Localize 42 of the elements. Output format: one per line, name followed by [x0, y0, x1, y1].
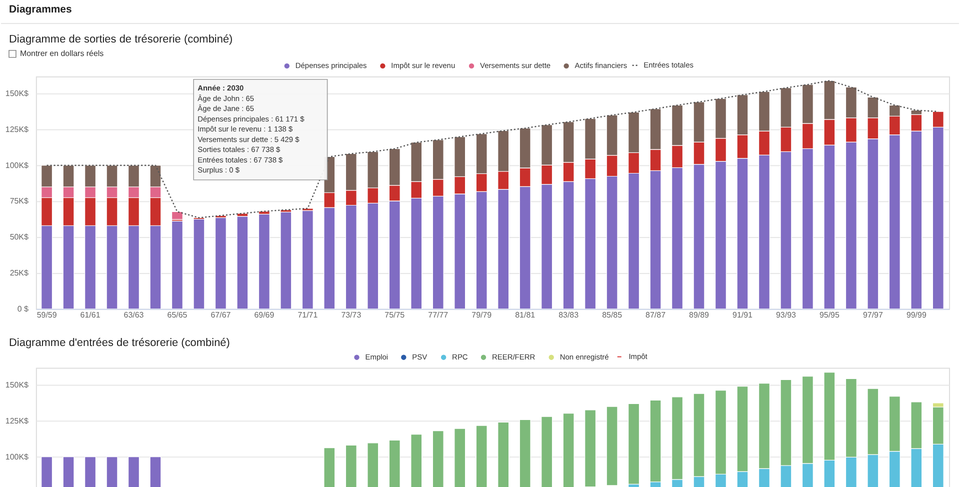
x-tick-label: 91/91	[732, 310, 754, 320]
y-tick-label: 100K$	[5, 160, 30, 170]
x-tick-label: 77/77	[428, 310, 449, 320]
y-tick-label: 75K$	[10, 196, 29, 206]
y-tick-label: 100K$	[5, 452, 30, 462]
y-tick-label: 150K$	[5, 89, 30, 98]
bar	[280, 212, 292, 309]
y-tick-label: 125K$	[5, 416, 30, 426]
x-tick-label: 73/73	[341, 310, 362, 320]
bar	[302, 210, 314, 309]
x-tick-label: 93/93	[776, 310, 797, 320]
x-tick-label: 65/65	[167, 310, 188, 320]
bar	[258, 214, 270, 309]
x-tick-label: 87/87	[646, 310, 666, 320]
bar	[214, 217, 226, 309]
y-tick-label: 150K$	[5, 380, 30, 390]
x-tick-label: 67/67	[210, 310, 232, 320]
x-tick-label: 85/85	[602, 310, 623, 320]
x-tick-label: 97/97	[862, 310, 884, 320]
y-tick-label: 0 $	[17, 304, 30, 314]
x-tick-label: 99/99	[906, 310, 927, 320]
x-tick-label: 89/89	[689, 310, 710, 320]
x-tick-label: 75/75	[384, 310, 406, 320]
text: Diagrammes	[8, 4, 72, 16]
x-tick-label: 95/95	[819, 310, 840, 320]
x-tick-label: 63/63	[124, 310, 144, 320]
x-tick-label: 69/69	[254, 310, 275, 320]
x-tick-label: 71/71	[298, 310, 318, 320]
y-tick-label: 25K$	[10, 268, 29, 278]
text: Montrer en dollars réels	[20, 48, 104, 58]
x-tick-label: 83/83	[558, 310, 580, 320]
x-tick-label: 81/81	[515, 310, 536, 320]
line-series	[46, 80, 939, 218]
chart-title: Diagramme de sorties de trésorerie (combiné)	[8, 33, 233, 46]
y-tick-label: 125K$	[5, 124, 30, 134]
bar	[193, 218, 205, 309]
bar	[236, 216, 248, 309]
x-tick-label: 61/61	[80, 310, 101, 320]
x-tick-label: 79/79	[472, 310, 492, 320]
chart-title: Diagramme d'entrées de trésorerie (combiné)	[8, 336, 230, 349]
x-tick-label: 59/59	[36, 310, 58, 320]
y-tick-label: 50K$	[10, 232, 29, 242]
